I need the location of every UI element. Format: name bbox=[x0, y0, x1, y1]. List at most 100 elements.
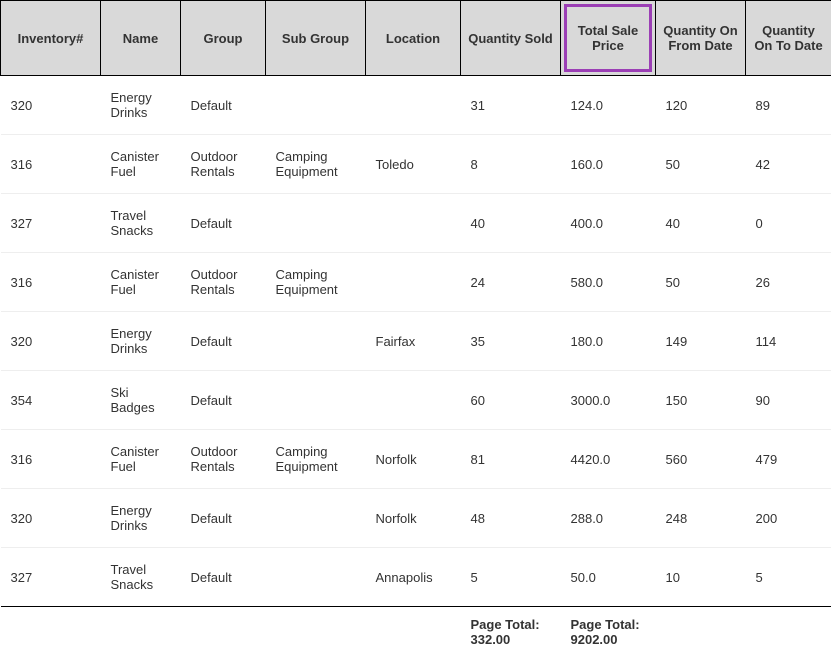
cell-name: Energy Drinks bbox=[101, 312, 181, 371]
cell-qsold: 60 bbox=[461, 371, 561, 430]
cell-group: Default bbox=[181, 371, 266, 430]
footer-empty bbox=[1, 607, 101, 652]
table-row: 316Canister FuelOutdoor RentalsCamping E… bbox=[1, 253, 831, 312]
cell-inventory: 316 bbox=[1, 430, 101, 489]
cell-name: Canister Fuel bbox=[101, 135, 181, 194]
footer-empty bbox=[656, 607, 746, 652]
cell-location bbox=[366, 253, 461, 312]
cell-name: Travel Snacks bbox=[101, 548, 181, 607]
cell-qto: 0 bbox=[746, 194, 831, 253]
cell-group: Outdoor Rentals bbox=[181, 253, 266, 312]
cell-name: Energy Drinks bbox=[101, 489, 181, 548]
col-header-inventory[interactable]: Inventory# bbox=[1, 1, 101, 76]
footer-qsold-total: Page Total: 332.00 bbox=[461, 607, 561, 652]
cell-total: 3000.0 bbox=[561, 371, 656, 430]
cell-qto: 42 bbox=[746, 135, 831, 194]
cell-location: Annapolis bbox=[366, 548, 461, 607]
col-header-location[interactable]: Location bbox=[366, 1, 461, 76]
cell-group: Default bbox=[181, 489, 266, 548]
cell-location: Norfolk bbox=[366, 430, 461, 489]
cell-qsold: 40 bbox=[461, 194, 561, 253]
cell-qsold: 48 bbox=[461, 489, 561, 548]
footer-total-sale-total: Page Total: 9202.00 bbox=[561, 607, 656, 652]
cell-subgroup: Camping Equipment bbox=[266, 430, 366, 489]
cell-qto: 26 bbox=[746, 253, 831, 312]
cell-qsold: 5 bbox=[461, 548, 561, 607]
table-row: 320Energy DrinksDefault31124.012089 bbox=[1, 76, 831, 135]
table-row: 354Ski BadgesDefault603000.015090 bbox=[1, 371, 831, 430]
footer-empty bbox=[366, 607, 461, 652]
cell-subgroup bbox=[266, 489, 366, 548]
cell-qfrom: 50 bbox=[656, 135, 746, 194]
footer-label: Page Total: bbox=[571, 617, 646, 632]
cell-qfrom: 120 bbox=[656, 76, 746, 135]
col-header-group[interactable]: Group bbox=[181, 1, 266, 76]
col-header-qfrom[interactable]: Quantity On From Date bbox=[656, 1, 746, 76]
cell-name: Energy Drinks bbox=[101, 76, 181, 135]
cell-total: 50.0 bbox=[561, 548, 656, 607]
footer-value: 9202.00 bbox=[571, 632, 646, 647]
cell-location: Toledo bbox=[366, 135, 461, 194]
cell-qsold: 81 bbox=[461, 430, 561, 489]
table-row: 320Energy DrinksDefaultFairfax35180.0149… bbox=[1, 312, 831, 371]
cell-qto: 479 bbox=[746, 430, 831, 489]
cell-location bbox=[366, 194, 461, 253]
cell-location: Norfolk bbox=[366, 489, 461, 548]
cell-subgroup: Camping Equipment bbox=[266, 253, 366, 312]
table-body: 320Energy DrinksDefault31124.012089316Ca… bbox=[1, 76, 831, 607]
cell-location bbox=[366, 371, 461, 430]
footer-value: 332.00 bbox=[471, 632, 551, 647]
cell-qfrom: 150 bbox=[656, 371, 746, 430]
cell-total: 400.0 bbox=[561, 194, 656, 253]
cell-total: 160.0 bbox=[561, 135, 656, 194]
cell-name: Canister Fuel bbox=[101, 430, 181, 489]
table-header: Inventory#NameGroupSub GroupLocationQuan… bbox=[1, 1, 831, 76]
table-row: 316Canister FuelOutdoor RentalsCamping E… bbox=[1, 430, 831, 489]
inventory-report-table: Inventory#NameGroupSub GroupLocationQuan… bbox=[0, 0, 831, 651]
col-header-total[interactable]: Total Sale Price bbox=[561, 1, 656, 76]
cell-subgroup bbox=[266, 312, 366, 371]
cell-qto: 89 bbox=[746, 76, 831, 135]
cell-total: 580.0 bbox=[561, 253, 656, 312]
cell-qfrom: 50 bbox=[656, 253, 746, 312]
cell-qfrom: 248 bbox=[656, 489, 746, 548]
col-header-qto[interactable]: Quantity On To Date bbox=[746, 1, 831, 76]
cell-inventory: 320 bbox=[1, 312, 101, 371]
table-footer: Page Total: 332.00 Page Total: 9202.00 bbox=[1, 607, 831, 652]
col-header-name[interactable]: Name bbox=[101, 1, 181, 76]
cell-total: 124.0 bbox=[561, 76, 656, 135]
cell-qfrom: 560 bbox=[656, 430, 746, 489]
cell-inventory: 320 bbox=[1, 489, 101, 548]
cell-qfrom: 10 bbox=[656, 548, 746, 607]
cell-total: 4420.0 bbox=[561, 430, 656, 489]
col-header-subgroup[interactable]: Sub Group bbox=[266, 1, 366, 76]
cell-qto: 200 bbox=[746, 489, 831, 548]
footer-empty bbox=[746, 607, 831, 652]
cell-location: Fairfax bbox=[366, 312, 461, 371]
cell-qfrom: 40 bbox=[656, 194, 746, 253]
cell-group: Default bbox=[181, 194, 266, 253]
cell-qsold: 31 bbox=[461, 76, 561, 135]
table-row: 327Travel SnacksDefaultAnnapolis550.0105 bbox=[1, 548, 831, 607]
cell-name: Canister Fuel bbox=[101, 253, 181, 312]
cell-qfrom: 149 bbox=[656, 312, 746, 371]
cell-subgroup bbox=[266, 76, 366, 135]
cell-inventory: 316 bbox=[1, 135, 101, 194]
footer-empty bbox=[181, 607, 266, 652]
cell-inventory: 354 bbox=[1, 371, 101, 430]
cell-qto: 5 bbox=[746, 548, 831, 607]
cell-group: Outdoor Rentals bbox=[181, 135, 266, 194]
cell-inventory: 316 bbox=[1, 253, 101, 312]
cell-total: 288.0 bbox=[561, 489, 656, 548]
cell-subgroup bbox=[266, 371, 366, 430]
col-header-qsold[interactable]: Quantity Sold bbox=[461, 1, 561, 76]
cell-qsold: 35 bbox=[461, 312, 561, 371]
cell-name: Ski Badges bbox=[101, 371, 181, 430]
cell-subgroup bbox=[266, 194, 366, 253]
table-row: 327Travel SnacksDefault40400.0400 bbox=[1, 194, 831, 253]
cell-subgroup: Camping Equipment bbox=[266, 135, 366, 194]
cell-group: Outdoor Rentals bbox=[181, 430, 266, 489]
cell-name: Travel Snacks bbox=[101, 194, 181, 253]
cell-group: Default bbox=[181, 548, 266, 607]
table-row: 320Energy DrinksDefault Norfolk48288.0248… bbox=[1, 489, 831, 548]
